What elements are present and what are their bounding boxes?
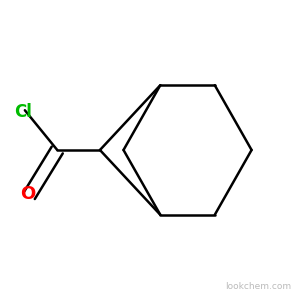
Text: lookchem.com: lookchem.com <box>225 282 291 291</box>
Text: O: O <box>20 185 35 203</box>
Text: Cl: Cl <box>14 103 32 121</box>
